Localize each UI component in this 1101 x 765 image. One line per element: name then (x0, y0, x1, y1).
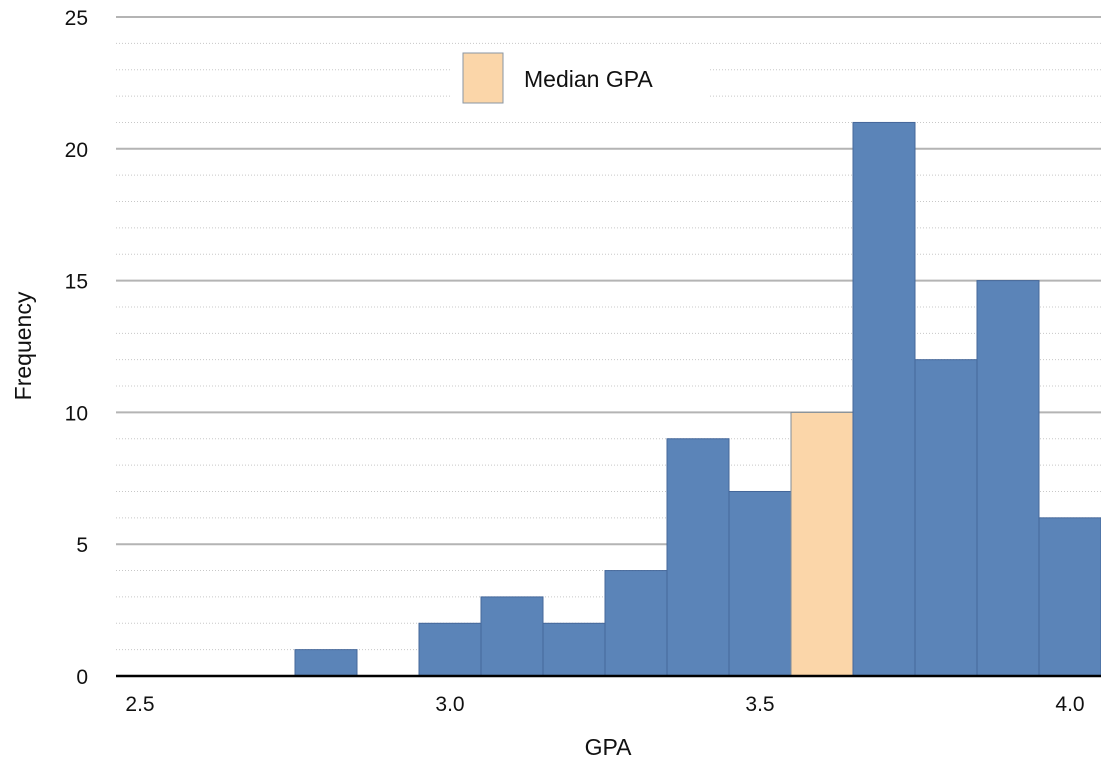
y-axis-title: Frequency (10, 291, 36, 400)
histogram-bar-median (790, 411, 854, 677)
legend-label-median-gpa: Median GPA (524, 66, 653, 92)
y-tick-label: 0 (76, 666, 88, 689)
x-tick-label: 2.5 (125, 693, 154, 716)
x-tick-labels: 2.5 3.0 3.5 4.0 (125, 693, 1084, 716)
histogram-bar (480, 596, 544, 677)
y-tick-label: 5 (76, 534, 88, 557)
histogram-bar (728, 490, 792, 677)
histogram-bar (852, 121, 916, 677)
y-tick-labels: 0 5 10 15 20 25 (65, 7, 88, 689)
histogram-bar (914, 359, 978, 677)
histogram-bars (294, 121, 1101, 677)
histogram-bar (542, 622, 606, 677)
histogram-bar (1038, 517, 1101, 677)
histogram-bar (294, 649, 358, 677)
y-tick-label: 10 (65, 402, 88, 425)
y-tick-label: 15 (65, 271, 88, 294)
y-tick-label: 20 (65, 139, 88, 162)
histogram-bar (976, 280, 1040, 677)
legend: Median GPA (450, 48, 710, 104)
x-tick-label: 3.0 (435, 693, 464, 716)
x-tick-label: 3.5 (745, 693, 774, 716)
histogram-bar (666, 438, 730, 677)
histogram-bar (604, 570, 668, 677)
x-tick-label: 4.0 (1055, 693, 1084, 716)
y-tick-label: 25 (65, 7, 88, 30)
histogram-bar (418, 622, 482, 677)
legend-swatch-median-gpa (462, 52, 504, 104)
x-axis-title: GPA (585, 734, 633, 760)
